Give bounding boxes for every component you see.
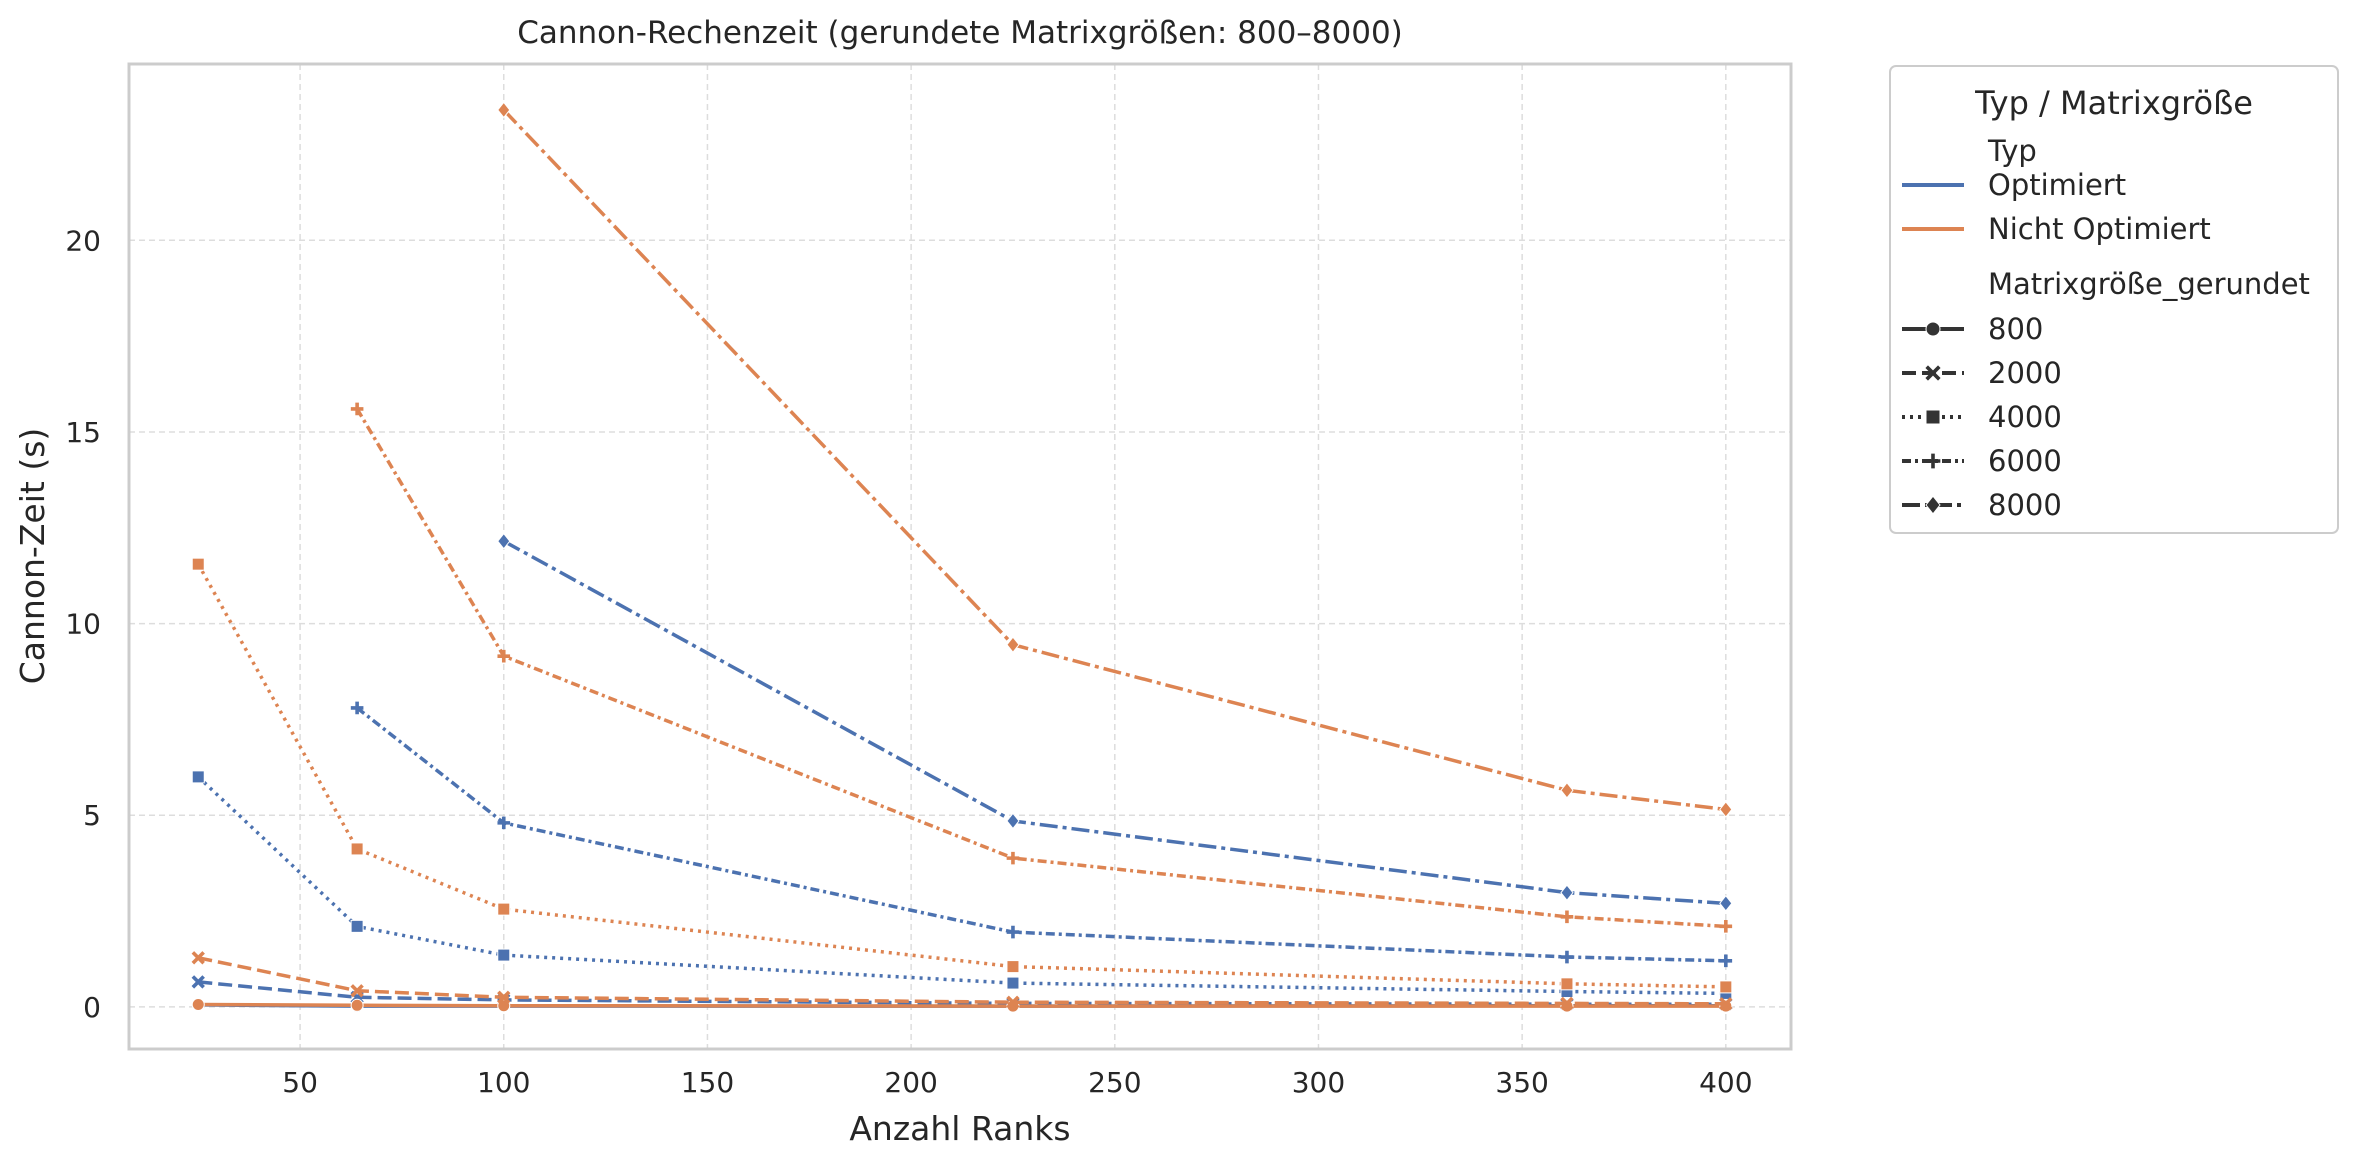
data-point (350, 984, 364, 998)
data-point (1560, 996, 1574, 1011)
legend-title: Typ / Matrixgröße (1974, 84, 2253, 122)
legend-items: Optimiert Nicht Optimiert 800 2000 4000 6000 8… (1902, 168, 2211, 522)
data-point (350, 842, 364, 856)
tick-labels: 50 100 150 200 250 300 350 400 0 5 10 15 20 (65, 224, 1752, 1099)
series-path (502, 539, 1726, 906)
x-tick-label: 350 (1495, 1066, 1548, 1099)
data-point (191, 975, 205, 989)
data-point (1006, 925, 1020, 939)
x-axis-label: Anzahl Ranks (849, 1109, 1070, 1148)
legend-label: 8000 (1988, 488, 2062, 522)
series-line (191, 557, 1733, 994)
series-line (497, 532, 1733, 912)
legend-marker (1925, 365, 1941, 381)
data-point (497, 101, 511, 119)
legend-size-header: Matrixgröße_gerundet (1988, 267, 2310, 301)
series-line (191, 951, 1733, 1011)
data-point (1560, 884, 1574, 901)
legend-label: 800 (1988, 312, 2043, 346)
legend-label: Optimiert (1988, 168, 2126, 202)
legend-box (1889, 65, 2339, 534)
data-point (1560, 977, 1574, 991)
data-point (1006, 636, 1020, 653)
series-path (197, 775, 1726, 996)
plot-area (127, 62, 1793, 1051)
y-tick-label: 0 (83, 991, 101, 1024)
series-path (198, 980, 1726, 1006)
x-tick-label: 100 (477, 1066, 530, 1099)
data-point (1006, 995, 1020, 1009)
y-tick-label: 15 (65, 416, 101, 449)
y-tick-label: 5 (83, 799, 101, 832)
x-tick-label: 250 (1088, 1066, 1141, 1099)
legend-marker (1925, 409, 1941, 425)
legend-type-header: Typ (1987, 134, 2037, 168)
data-point (1006, 976, 1020, 990)
legend-marker (1925, 453, 1941, 469)
data-point (1560, 781, 1574, 799)
data-point (497, 816, 511, 830)
data-point (497, 948, 511, 962)
series-line (350, 402, 1733, 933)
data-point (497, 902, 511, 916)
series-line (497, 101, 1733, 818)
legend-marker (1925, 495, 1941, 515)
data-point (1719, 895, 1733, 912)
series-layer (191, 101, 1733, 1013)
data-point (1719, 954, 1733, 968)
data-point (350, 402, 364, 416)
x-tick-label: 50 (282, 1066, 318, 1099)
series-path (196, 563, 1726, 989)
data-point (1006, 851, 1020, 865)
data-point (1719, 801, 1733, 818)
data-point (1719, 997, 1733, 1011)
series-line (350, 701, 1733, 968)
x-tick-label: 150 (681, 1066, 734, 1099)
y-axis-label: Cannon-Zeit (s) (13, 428, 52, 685)
data-point (1719, 920, 1733, 933)
series-path (502, 108, 1727, 812)
data-point (497, 649, 511, 663)
data-point (191, 557, 205, 571)
data-point (350, 701, 364, 715)
data-point (497, 532, 511, 550)
legend-marker (1925, 321, 1941, 337)
legend-label: 6000 (1988, 444, 2062, 478)
data-point (191, 951, 205, 965)
data-point (1719, 980, 1733, 994)
chart-title: Cannon-Rechenzeit (gerundete Matrixgröße… (517, 15, 1403, 51)
data-point (350, 919, 364, 933)
data-point (1560, 950, 1574, 964)
x-tick-label: 200 (884, 1066, 937, 1099)
series-path (197, 956, 1726, 1006)
legend-label: 4000 (1988, 400, 2062, 434)
legend-label: 2000 (1988, 356, 2062, 390)
x-tick-label: 300 (1292, 1066, 1345, 1099)
y-tick-label: 10 (65, 608, 101, 641)
data-point (1560, 910, 1574, 924)
series-path (198, 1002, 1726, 1008)
data-point (497, 990, 511, 1004)
x-tick-label: 400 (1699, 1066, 1752, 1099)
data-point (1006, 812, 1020, 830)
legend: Typ / Matrixgröße Typ Matrixgröße_gerund… (1889, 65, 2339, 534)
data-point (1006, 960, 1020, 974)
data-point (350, 998, 364, 1012)
data-point (191, 998, 205, 1012)
legend-label: Nicht Optimiert (1988, 212, 2211, 246)
y-tick-label: 20 (65, 224, 101, 257)
data-point (191, 770, 205, 784)
